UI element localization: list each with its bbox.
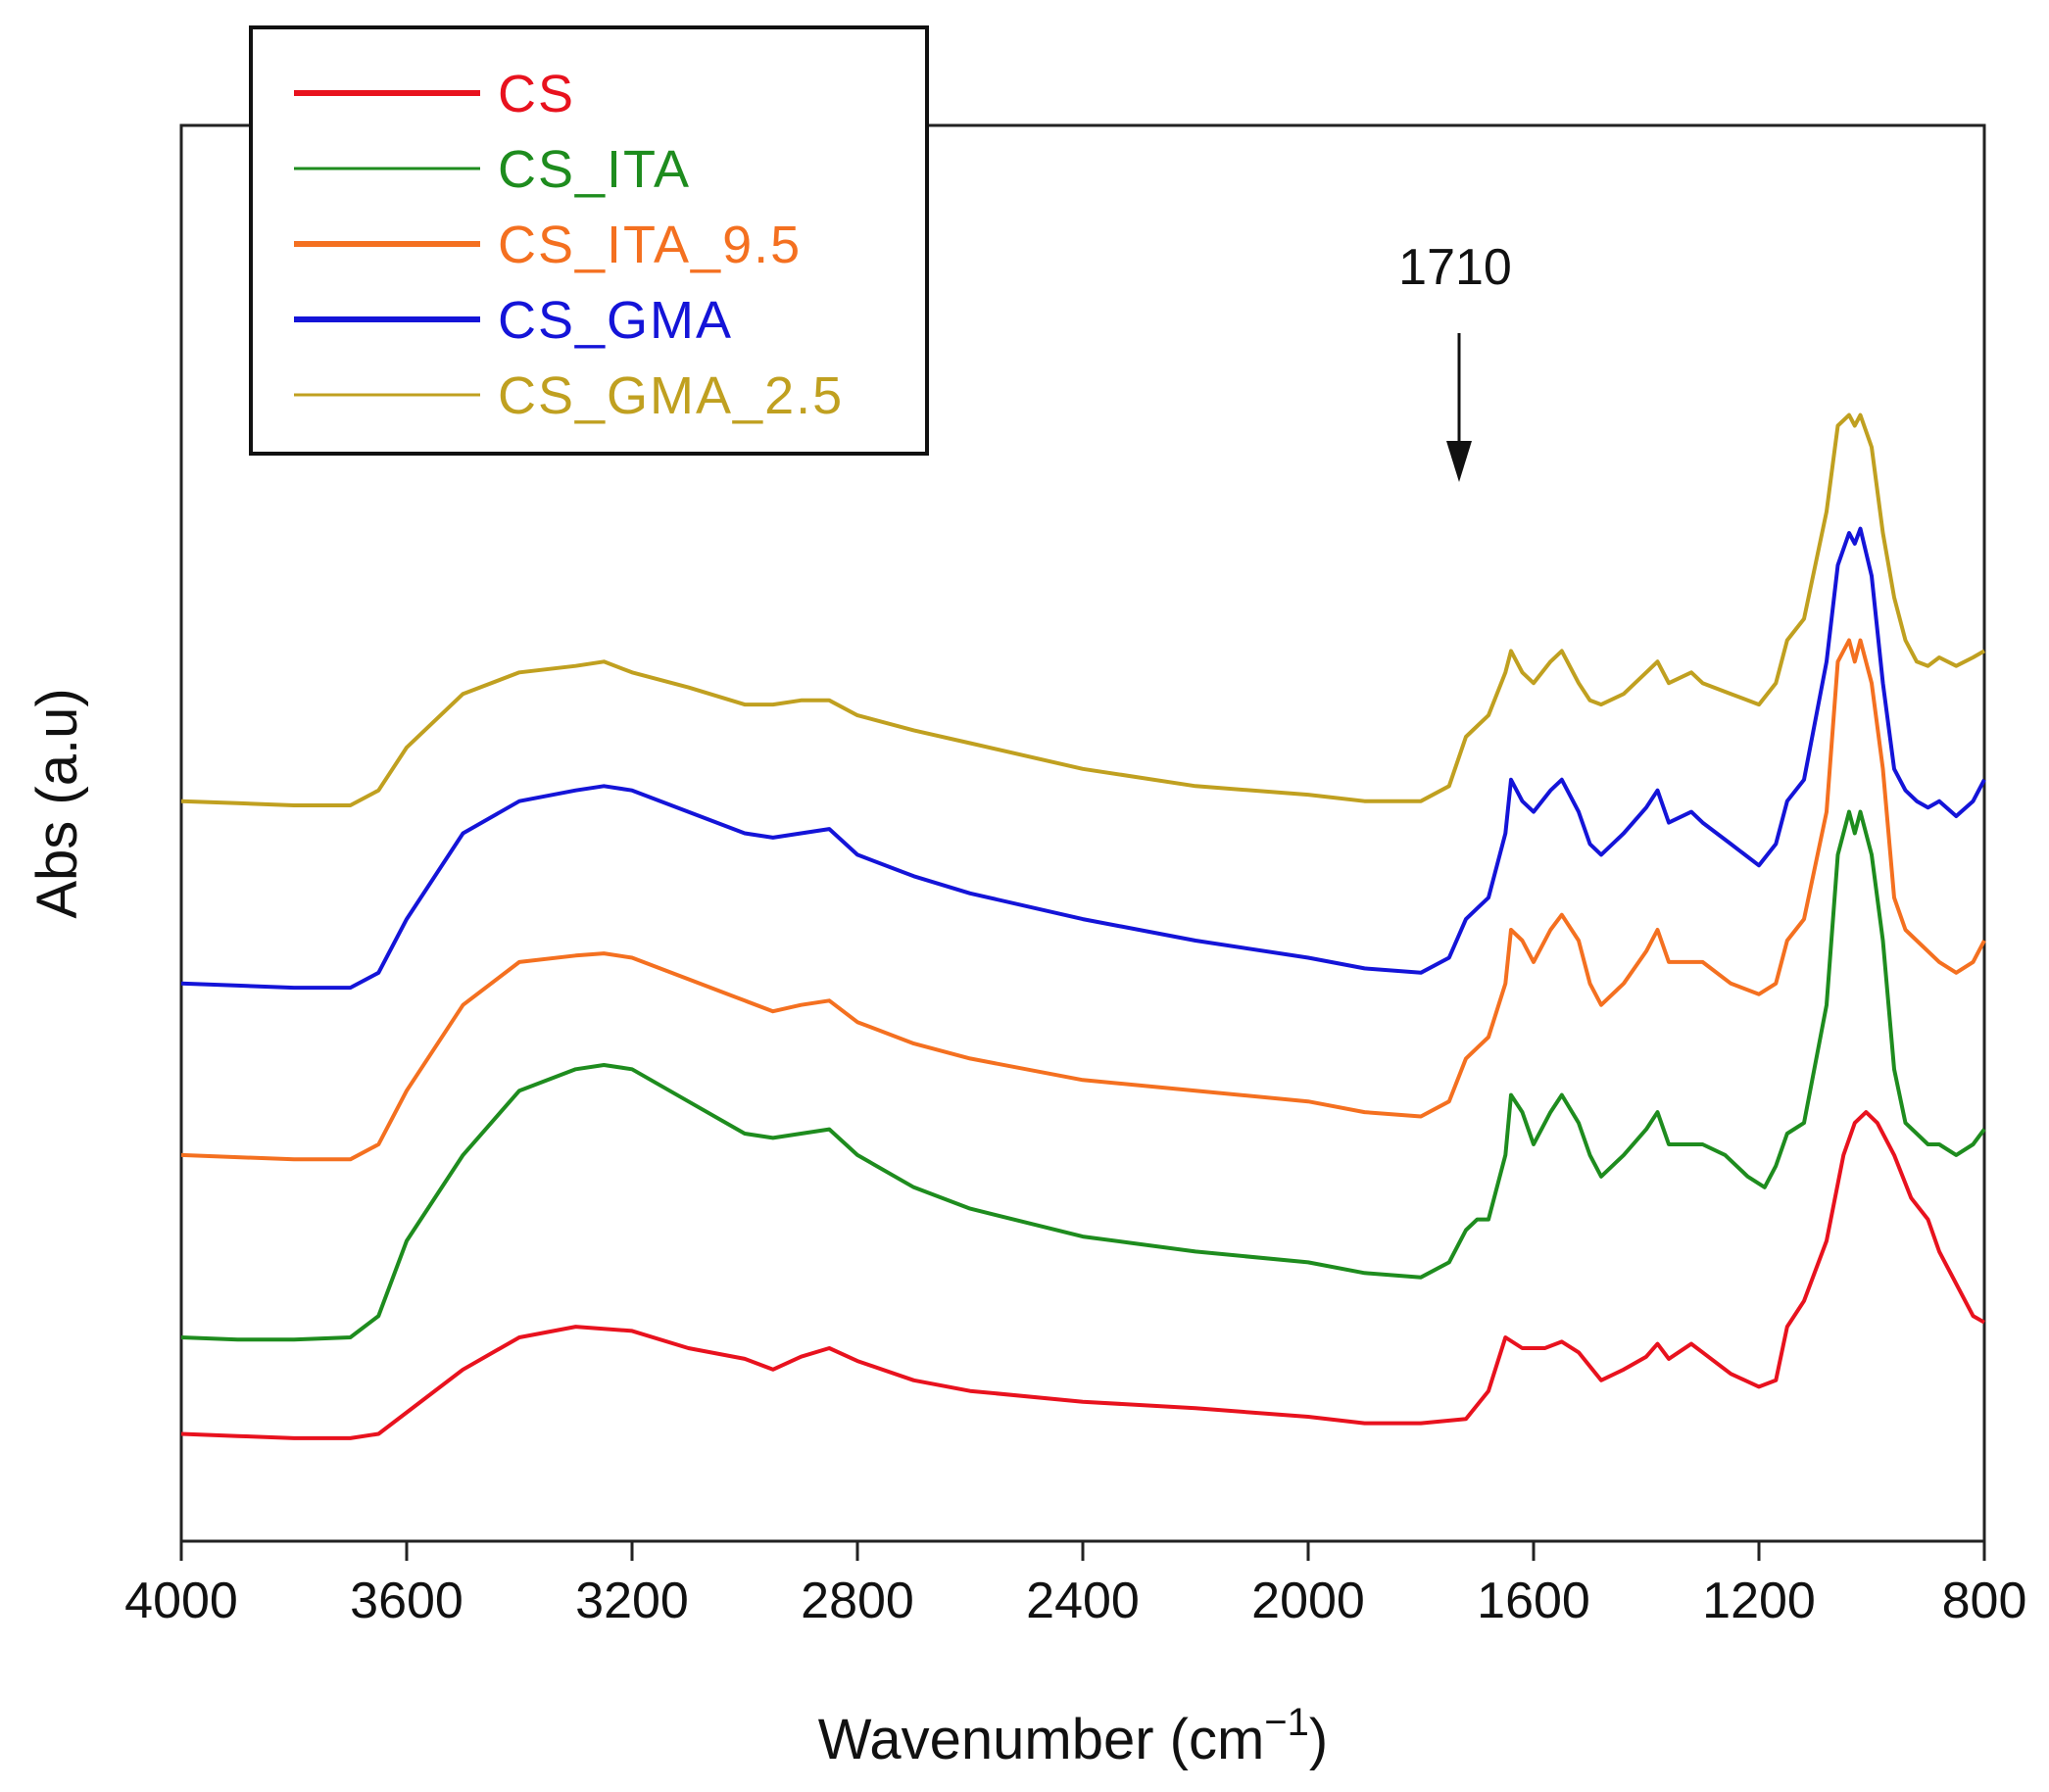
annotation-arrow-head xyxy=(1446,441,1472,482)
series-line-cs-ita xyxy=(180,809,1986,1342)
x-axis-ticks: 4000 3600 3200 2800 2400 2000 1600 1200 800 xyxy=(124,1541,2026,1629)
legend-label: CS_ITA xyxy=(498,140,691,199)
series-group xyxy=(180,412,1986,1440)
x-axis-title: Wavenumber (cm−1) xyxy=(818,1701,1328,1771)
legend: CS CS_ITA CS_ITA_9.5 CS_GMA CS_GMA_2.5 xyxy=(249,25,929,456)
series-line-cs-gma xyxy=(180,526,1986,991)
x-axis-title-superscript: −1 xyxy=(1264,1701,1309,1744)
x-tick-label: 2800 xyxy=(801,1573,914,1629)
series-line-cs xyxy=(180,1110,1985,1440)
legend-items: CS CS_ITA CS_ITA_9.5 CS_GMA CS_GMA_2.5 xyxy=(294,65,844,425)
x-tick-label: 3600 xyxy=(350,1573,463,1629)
x-tick-label: 3200 xyxy=(575,1573,689,1629)
legend-label: CS xyxy=(498,65,575,123)
x-tick-label: 1600 xyxy=(1477,1573,1590,1629)
series-line-cs-gma-2-5 xyxy=(180,412,1985,807)
x-axis-title-close: ) xyxy=(1309,1708,1328,1771)
annotation-label: 1710 xyxy=(1398,239,1512,296)
y-axis-title: Abs (a.u) xyxy=(25,688,89,918)
legend-box xyxy=(249,25,929,456)
x-tick-label: 4000 xyxy=(124,1573,238,1629)
x-axis-title-main: Wavenumber (cm xyxy=(818,1708,1265,1771)
legend-label: CS_ITA_9.5 xyxy=(498,216,802,274)
x-tick-label: 2400 xyxy=(1026,1573,1140,1629)
legend-label: CS_GMA xyxy=(498,291,733,350)
x-tick-label: 800 xyxy=(1942,1573,2027,1629)
x-tick-label: 1200 xyxy=(1702,1573,1816,1629)
series-line-cs-ita-9-5 xyxy=(180,638,1986,1162)
legend-label: CS_GMA_2.5 xyxy=(498,366,844,425)
x-tick-label: 2000 xyxy=(1251,1573,1365,1629)
